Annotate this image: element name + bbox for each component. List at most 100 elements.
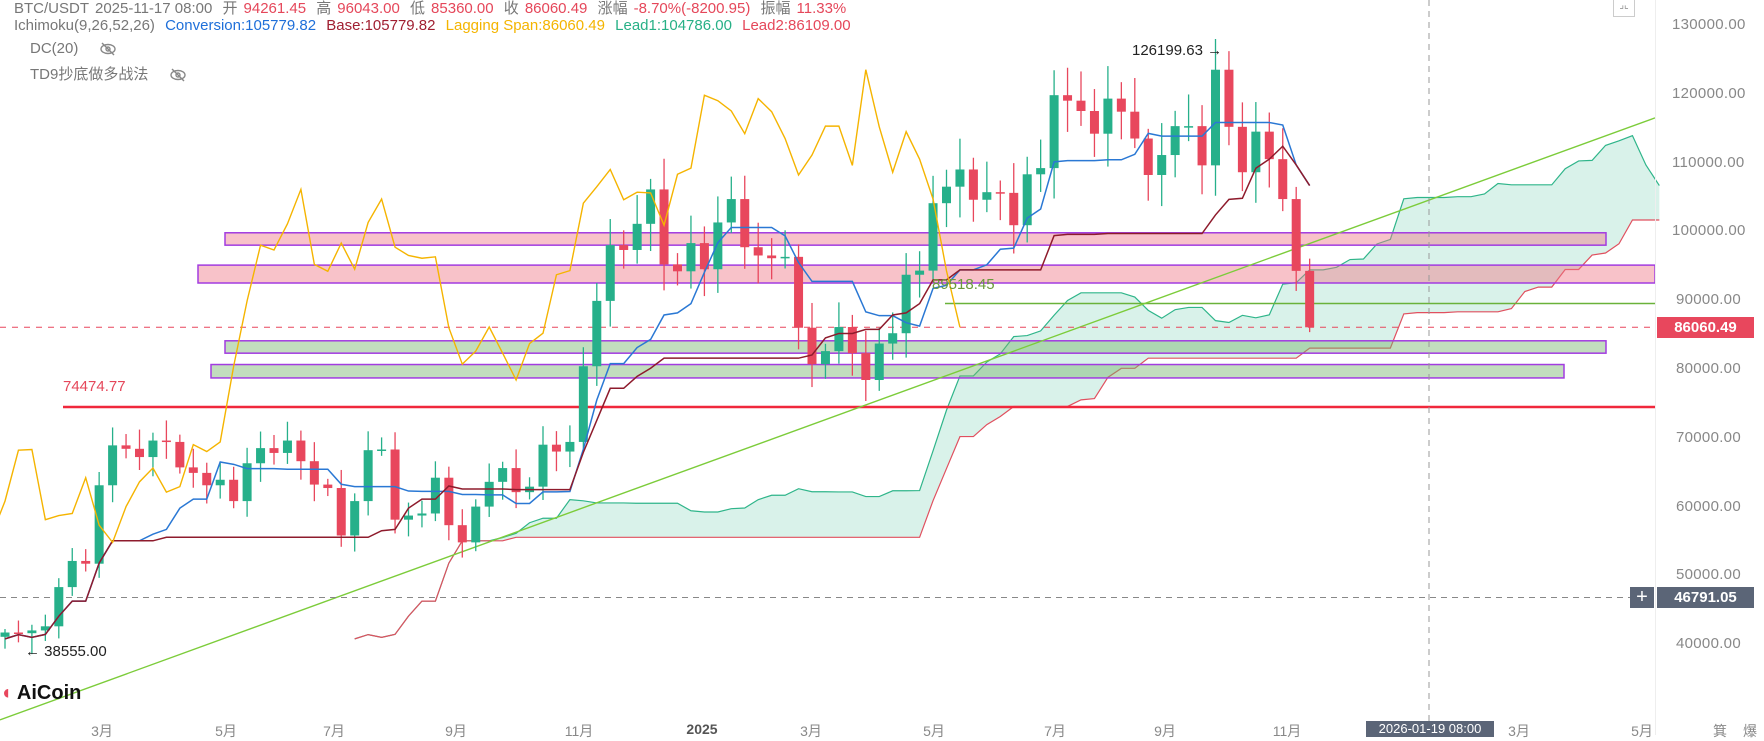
candle-up bbox=[430, 477, 440, 514]
change-value: -8.70%(-8200.95) bbox=[633, 0, 751, 17]
candle-down bbox=[511, 468, 521, 493]
change-label: 涨幅 bbox=[597, 0, 628, 17]
candle-up bbox=[256, 448, 266, 464]
conversion-value: Conversion:105779.82 bbox=[165, 17, 317, 34]
candle-up bbox=[108, 445, 118, 486]
candle-up bbox=[942, 186, 951, 204]
y-tick-label: 80000.00 bbox=[1676, 360, 1741, 377]
open-value: 94261.45 bbox=[243, 0, 307, 17]
candle-down bbox=[1076, 100, 1086, 111]
x-tick-label: 9月 bbox=[445, 723, 467, 739]
y-tick-label: 100000.00 bbox=[1672, 222, 1746, 240]
ichimoku-cloud bbox=[354, 135, 1660, 639]
collapse-icon[interactable]: ⌟⌞ bbox=[1613, 0, 1635, 17]
candle-up bbox=[713, 222, 723, 270]
y-tick-label: 50000.00 bbox=[1676, 566, 1741, 584]
base-line bbox=[4, 145, 1311, 640]
candle-up bbox=[215, 479, 225, 486]
candle-down bbox=[1291, 199, 1301, 271]
aicoin-logo: ◖ AiCoin bbox=[0, 682, 82, 704]
candle-down bbox=[551, 444, 561, 452]
candle-down bbox=[390, 449, 400, 520]
candle-down bbox=[135, 448, 144, 458]
candle-up bbox=[377, 449, 387, 451]
axis-button-1[interactable]: 箕 bbox=[1713, 723, 1727, 739]
candle-down bbox=[121, 445, 131, 449]
candle-down bbox=[861, 353, 871, 381]
candle-up bbox=[780, 256, 790, 259]
x-tick-label: 7月 bbox=[1044, 723, 1066, 739]
level-label-89518: 89518.45 bbox=[932, 276, 995, 293]
x-tick-label: 3月 bbox=[800, 723, 822, 739]
candle-down bbox=[323, 484, 333, 489]
candle-down bbox=[740, 199, 750, 248]
candle-down bbox=[1009, 192, 1019, 226]
x-tick-label: 3月 bbox=[91, 723, 113, 739]
marked-high-label: 126199.63 → bbox=[1132, 42, 1223, 59]
candle-up bbox=[565, 441, 575, 452]
candle-down bbox=[699, 243, 709, 270]
candle-up bbox=[350, 501, 360, 536]
candle-up bbox=[40, 626, 50, 631]
marked-low-label: ← 38555.00 bbox=[25, 643, 107, 660]
candle-up bbox=[646, 189, 656, 224]
td9-legend[interactable]: TD9抄底做多战法 bbox=[30, 63, 187, 84]
candle-up bbox=[928, 203, 938, 271]
candle-up bbox=[471, 506, 481, 543]
axis-button-2[interactable]: 爆 bbox=[1743, 723, 1757, 739]
level-label-74474: 74474.77 bbox=[63, 378, 126, 395]
candle-down bbox=[1305, 270, 1315, 328]
candle-down bbox=[673, 264, 682, 272]
open-label: 开 bbox=[222, 0, 238, 17]
candle-up bbox=[498, 468, 508, 482]
high-label: 高 bbox=[316, 0, 332, 17]
candle-up bbox=[1022, 174, 1032, 226]
eye-slash-icon[interactable] bbox=[99, 42, 117, 56]
ichimoku-name[interactable]: Ichimoku(9,26,52,26) bbox=[14, 17, 155, 34]
zone-support bbox=[224, 340, 1607, 354]
ohlc-header: BTC/USDT 2025-11-17 08:00 开 94261.45 高 9604… bbox=[14, 0, 852, 18]
close-label: 收 bbox=[503, 0, 519, 17]
add-alert-plus-icon[interactable]: + bbox=[1630, 587, 1654, 608]
conversion-line bbox=[4, 121, 1311, 640]
candle-down bbox=[81, 560, 91, 564]
candle-down bbox=[309, 461, 319, 485]
last-price-tag: 86060.49 bbox=[1657, 317, 1754, 338]
candle-up bbox=[242, 463, 252, 502]
zone-resistance bbox=[224, 232, 1607, 246]
marked-high-value: 126199.63 bbox=[1132, 42, 1203, 59]
crosshair-time-tag: 2026-01-19 08:00 bbox=[1366, 721, 1494, 737]
candle-up bbox=[1184, 126, 1194, 128]
candle-down bbox=[1130, 111, 1140, 139]
low-value: 85360.00 bbox=[431, 0, 494, 17]
candle-up bbox=[1211, 69, 1220, 166]
candle-down bbox=[296, 440, 306, 462]
candle-up bbox=[404, 515, 413, 520]
candle-down bbox=[175, 441, 185, 468]
candle-up bbox=[874, 343, 884, 381]
candle-up bbox=[1036, 168, 1046, 175]
candle-down bbox=[1264, 131, 1274, 160]
marked-low-value: 38555.00 bbox=[44, 643, 107, 660]
dc-name[interactable]: DC(20) bbox=[30, 40, 79, 57]
x-tick-label: 5月 bbox=[1631, 723, 1653, 739]
ichimoku-legend[interactable]: Ichimoku(9,26,52,26) Conversion:105779.8… bbox=[14, 17, 857, 34]
candle-up bbox=[605, 245, 615, 301]
candle-down bbox=[1237, 126, 1247, 173]
x-tick-label: 11月 bbox=[1272, 723, 1302, 739]
dc-legend[interactable]: DC(20) bbox=[30, 40, 117, 57]
candle-up bbox=[982, 192, 992, 200]
candle-down bbox=[1143, 138, 1153, 175]
candle-up bbox=[1170, 126, 1180, 156]
candle-up bbox=[820, 351, 830, 365]
price-axis[interactable] bbox=[1655, 0, 1764, 735]
eye-slash-icon[interactable] bbox=[169, 68, 187, 82]
candle-up bbox=[901, 274, 911, 334]
td9-name[interactable]: TD9抄底做多战法 bbox=[30, 66, 149, 83]
amplitude-label: 振幅 bbox=[760, 0, 791, 17]
candle-up bbox=[686, 243, 696, 272]
y-tick-label: 90000.00 bbox=[1676, 291, 1741, 309]
candle-up bbox=[915, 270, 925, 275]
candle-up bbox=[578, 366, 588, 442]
